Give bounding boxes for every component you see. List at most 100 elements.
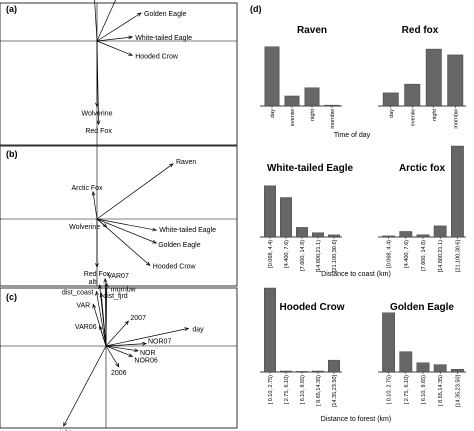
- bar-raven-1: [284, 95, 300, 107]
- bar-label-golden-eagle-4: [14.35,23.50]: [455, 375, 461, 408]
- biplot-c-arrow-nor-head: [134, 348, 139, 353]
- bar-label-hooded-crow-3: [ 8.65,14.35): [316, 375, 322, 406]
- biplot-c-arrow-var07-head: [103, 277, 108, 283]
- bar-chart-hooded-crow: [ 0.10, 2.75) [ 2.75, 6.10) [ 6.10, 8.65) […: [260, 287, 345, 407]
- biplot-c-label-2007: 2007: [130, 315, 146, 322]
- biplot-c-label-day: day: [192, 326, 204, 333]
- bar-chart-title-arctic-fox: Arctic fox: [399, 163, 446, 174]
- biplot-c-arrow-nor: [105, 345, 139, 352]
- bar-arctic-fox-4: [451, 145, 464, 238]
- biplot-c-arrow-nor07: [105, 343, 147, 347]
- bar-white-tailed-eagle-0: [264, 185, 276, 238]
- biplot-a-label-wolverine: Wolverine: [82, 111, 113, 118]
- biplot-c-arrow-nor06-head: [128, 353, 134, 357]
- bar-raven-3: [324, 104, 340, 107]
- bar-label-arctic-fox-0: [0.068, 4.4): [387, 240, 393, 268]
- bar-hooded-crow-4: [328, 359, 340, 373]
- group-label-forest: Distance to forest (km): [321, 416, 391, 423]
- biplot-c-arrow-dist-coast: [96, 291, 107, 347]
- biplot-c-arrow-dist-fjrd-head: [99, 292, 104, 298]
- bar-chart-title-hooded-crow: Hooded Crow: [280, 302, 345, 313]
- bar-white-tailed-eagle-1: [280, 197, 292, 238]
- group-label-coast: Distance to coast (km): [321, 271, 391, 278]
- biplot-c-label-alti: alti: [89, 279, 98, 286]
- biplot-b-label-raven: Raven: [176, 159, 196, 166]
- bar-hooded-crow-0: [264, 287, 276, 373]
- biplot-c-arrow-day-head: [184, 327, 190, 331]
- bar-label-red-fox-0: day: [389, 109, 395, 118]
- biplot-b: Raven Arctic Fox Wolverine White-tailed Eag…: [0, 145, 238, 287]
- biplot-b-arrow-red-fox-head: [95, 263, 99, 268]
- bar-chart-title-golden-eagle: Golden Eagle: [390, 302, 454, 313]
- bar-label-golden-eagle-0: [ 0.10, 2.75): [387, 375, 393, 405]
- biplot-c-arrow-alti-head: [98, 284, 102, 290]
- biplot-a-arrow-red-fox-head: [96, 120, 101, 126]
- biplot-c-arrow-dist-fjrd: [100, 293, 107, 347]
- biplot-c-arrow-2007: [105, 320, 129, 347]
- biplot-c-arrow-var06-head: [98, 325, 103, 331]
- bar-arctic-fox-1: [399, 231, 413, 238]
- bar-label-golden-eagle-3: [ 8.65,14.35): [438, 375, 444, 406]
- bar-label-hooded-crow-1: [ 2.75, 6.10): [284, 375, 290, 405]
- biplot-b-label-arctic-fox: Arctic Fox: [71, 185, 103, 192]
- biplot-a-arrow-golden-eagle-head: [136, 12, 142, 17]
- panel-label-c: (c): [6, 292, 17, 302]
- biplot-c-arrow-var07: [104, 278, 107, 347]
- biplot-a-label-red-fox: Red Fox: [85, 128, 112, 135]
- bar-arctic-fox-3: [433, 225, 447, 238]
- biplot-a-arrow-white-tailed-eagle: [96, 36, 133, 42]
- biplot-c-label-dist-coast: dist_coast: [62, 290, 94, 297]
- bar-label-raven-1: eveniw: [290, 109, 296, 126]
- bar-red-fox-3: [447, 54, 464, 107]
- bar-label-golden-eagle-2: [ 6.10, 8.65): [421, 375, 427, 405]
- bar-label-raven-0: day: [270, 109, 276, 118]
- biplot-a-arrow-white-tailed-eagle-head: [128, 35, 134, 40]
- bar-golden-eagle-4: [451, 369, 464, 373]
- biplot-c-arrow-mornbw-head: [104, 282, 109, 288]
- bar-white-tailed-eagle-3: [312, 232, 324, 238]
- biplot-c-arrow-2006: [105, 345, 120, 367]
- biplot-b-arrow-arctic-fox-head: [91, 190, 96, 196]
- biplot-c-arrow-dist-coast-head: [95, 290, 99, 296]
- bar-label-arctic-fox-3: [14.800,21.1): [438, 240, 444, 273]
- biplot-b-arrow-hooded-crow-head: [145, 261, 151, 266]
- biplot-b-arrow-golden-eagle: [96, 218, 157, 244]
- biplot-c-label-mornbw: mornbw: [111, 287, 137, 294]
- bar-label-hooded-crow-0: [ 0.10, 2.75): [268, 375, 274, 405]
- bar-chart-title-raven: Raven: [297, 25, 327, 36]
- biplot-b-label-white-tailed-eagle: White-tailed Eagle: [159, 227, 216, 234]
- bar-charts: day eveniw night mornbw Raven day eveniw night m…: [260, 25, 466, 407]
- biplot-c-label-nor06: NOR06: [134, 357, 157, 364]
- bar-label-raven-3: mornbw: [330, 109, 336, 129]
- bar-white-tailed-eagle-4: [328, 234, 340, 238]
- biplot-c-label-dist-fjrd: dist_fjrd: [103, 293, 128, 300]
- biplot-c-arrow-night: [63, 345, 107, 427]
- bar-label-white-tailed-eagle-3: [14.800,21.1): [316, 240, 322, 273]
- biplot-b-arrow-hooded-crow: [96, 218, 151, 266]
- bar-label-red-fox-3: mornbw: [453, 109, 459, 129]
- bar-label-red-fox-1: eveniw: [410, 109, 416, 126]
- bar-chart-arctic-fox: [0.068, 4.4) [4.400, 7.6) [7.600, 14.8) [14…: [378, 145, 466, 273]
- bar-label-golden-eagle-1: [ 2.75, 6.10): [404, 375, 410, 405]
- bar-raven-0: [264, 46, 280, 107]
- biplot-a-arrow-red-fox: [96, 40, 99, 125]
- biplot-b-label-wolverine: Wolverine: [69, 224, 100, 231]
- biplot-b-label-hooded-crow: Hooded Crow: [153, 263, 197, 270]
- bar-chart-title-red-fox: Red fox: [402, 25, 439, 36]
- panel-label-d: (d): [250, 4, 262, 14]
- biplot-c-arrow-2006-head: [115, 362, 120, 368]
- biplot-c-label-var06: VAR06: [75, 324, 97, 331]
- bar-arctic-fox-0: [382, 235, 395, 238]
- bar-label-white-tailed-eagle-0: [0.068, 4.4): [268, 240, 274, 268]
- biplot-c-arrow-var-head: [92, 303, 97, 309]
- biplot-b-frame: [0, 145, 238, 287]
- bar-golden-eagle-2: [416, 362, 430, 373]
- bar-label-red-fox-2: night: [432, 109, 438, 121]
- panel-label-a: (a): [6, 4, 17, 14]
- bar-label-arctic-fox-4: [21.100,30.6]: [455, 240, 461, 273]
- biplot-c-arrow-nor06: [105, 345, 133, 357]
- biplot-a-arrow-arctic-fox: [94, 0, 98, 42]
- biplot-a-label-white-tailed-eagle: White-tailed Eagle: [135, 35, 192, 42]
